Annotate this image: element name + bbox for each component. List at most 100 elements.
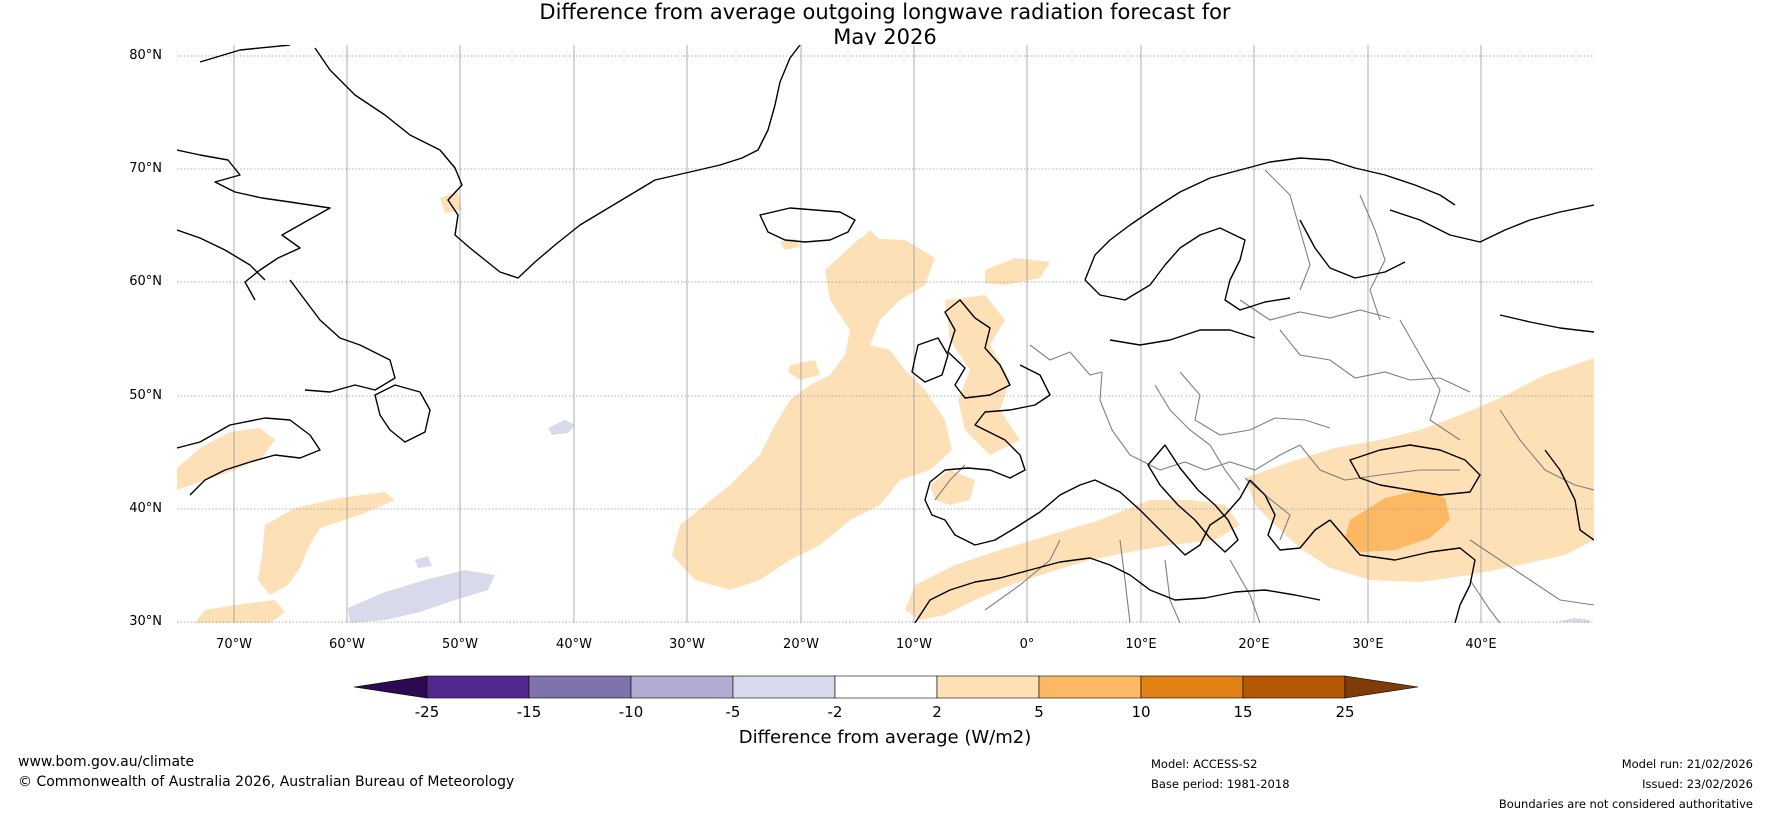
country-borders [934,169,1594,623]
lat-label: 40°N [129,501,162,516]
border-line [1469,539,1594,606]
lat-label: 60°N [129,274,162,289]
border-line [1299,444,1460,481]
border-line [1469,579,1501,623]
colorbar-tick-label: -25 [414,703,440,721]
footer-website: www.bom.gov.au/climate [18,754,195,770]
map-title-line1: Difference from average outgoing longwav… [539,0,1231,24]
colorbar [353,675,1419,699]
anomaly-area-neg-1 [348,570,495,623]
colorbar-tick-label: 10 [1131,703,1151,721]
border-line [1099,371,1301,471]
anomaly-area-sw-corner [195,600,285,623]
anomaly-area-iberia [930,470,975,505]
border-line [1279,329,1471,393]
coastline-greece [1249,479,1331,551]
colorbar-tick-label: -5 [725,703,741,721]
colorbar-title: Difference from average (W/m2) [738,727,1032,748]
footer-copyright: © Commonwealth of Australia 2026, Austra… [18,774,515,790]
border-line [1164,559,1181,623]
lat-label: 30°N [129,614,162,629]
colorbar-bin [426,675,530,699]
coastline-finland [1299,219,1406,279]
footer-model-run: Model run: 21/02/2026 [1621,757,1753,771]
lon-label: 50°W [442,637,478,652]
coastline-baffin [177,229,266,281]
graticule [177,45,1594,623]
lon-label: 10°E [1125,637,1157,652]
coastline-norway [1084,157,1456,281]
colorbar-extend-max [1344,675,1419,699]
lon-label: 40°E [1465,637,1497,652]
anomaly-area-channel [945,295,1020,455]
border-line [1264,169,1311,291]
coastline-labrador [289,279,396,393]
anomaly-area-west-atlantic [258,492,395,595]
footer-issued: Issued: 23/02/2026 [1642,777,1753,791]
footer-base-period: Base period: 1981-2018 [1151,777,1290,791]
border-line [934,464,966,501]
border-line [1229,559,1261,623]
lon-label: 70°W [216,637,252,652]
lon-label: 0° [1019,637,1035,652]
colorbar-bin [1038,675,1142,699]
anomaly-area-neg-3 [415,556,432,568]
anomaly-area-turkey-core [1345,490,1450,552]
coastline-white-sea [1499,314,1594,333]
colorbar-tick-label: 25 [1335,703,1355,721]
anomaly-area-atlantic [672,238,952,590]
lon-label: 20°E [1238,637,1270,652]
lon-label: 20°W [783,637,819,652]
border-line [1399,319,1461,441]
coastline-north-africa [914,557,1321,623]
border-line [1239,299,1391,321]
lon-label: 30°W [669,637,705,652]
footer-model: Model: ACCESS-S2 [1151,757,1258,771]
lat-label: 70°N [129,161,162,176]
lon-label: 40°W [556,637,592,652]
anomaly-area-norway-sea [985,258,1050,285]
lon-label: 30°E [1352,637,1384,652]
map-title: Difference from average outgoing longwav… [0,0,1770,50]
coastline-italy [1147,444,1239,553]
coastline-europe-west [924,364,1251,556]
anomaly-area-iceland-north [855,230,880,262]
coastline-canada-arctic [177,149,331,301]
colorbar-bin [732,675,836,699]
colorbar-bin [630,675,734,699]
coastline-nova-scotia [177,417,321,496]
anomaly-shading [177,192,1594,623]
colorbar-tick-label: -15 [516,703,542,721]
anomaly-area-newfoundland [177,428,275,490]
colorbar-tick-label: 2 [932,703,942,721]
border-line [1499,409,1594,491]
colorbar-tick-label: 15 [1233,703,1253,721]
coastline-scandinavia-south [1084,227,1291,311]
anomaly-area-labrador [440,192,462,213]
border-line [1359,194,1386,321]
border-line [984,539,1061,611]
colorbar-tick-label: -10 [618,703,644,721]
coastline-baltic [1109,329,1256,346]
coastline-russia-arctic [1389,204,1594,243]
colorbar-tick-label: -2 [827,703,843,721]
coastline-caspian [1544,449,1594,541]
lon-label: 10°W [896,637,932,652]
anomaly-area-neg-2 [548,420,575,435]
lat-label: 50°N [129,388,162,403]
colorbar-bin [528,675,632,699]
coastline-black-sea [1349,444,1481,496]
border-line [1179,371,1331,436]
coastline-newfoundland [374,384,431,443]
colorbar-extend-min [353,675,428,699]
colorbar-bin [936,675,1040,699]
coastlines [177,45,1594,623]
anomaly-area-pos-small-1 [788,360,820,380]
colorbar-bin [1140,675,1244,699]
border-line [1029,344,1103,376]
lon-label: 60°W [329,637,365,652]
border-line [1154,384,1241,491]
colorbar-tick-label: 5 [1034,703,1044,721]
colorbar-bin [1242,675,1346,699]
